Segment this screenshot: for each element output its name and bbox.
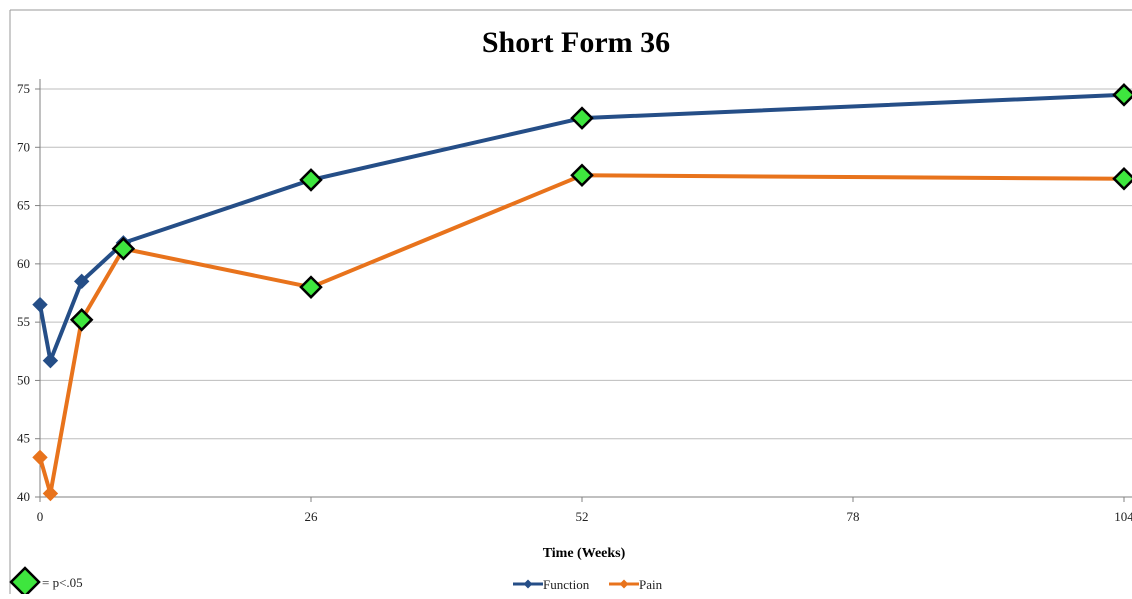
y-tick-label: 75	[17, 81, 30, 96]
x-tick-label: 52	[576, 509, 589, 524]
y-tick-label: 70	[17, 139, 30, 154]
y-tick-label: 65	[17, 198, 30, 213]
pain-data-point	[42, 485, 59, 502]
y-tick-label: 45	[17, 431, 30, 446]
function-data-point	[73, 273, 90, 290]
legend-pain-marker	[619, 579, 629, 589]
function-data-point-significant	[1112, 83, 1132, 107]
function-data-point	[42, 352, 59, 369]
legend-function-marker	[523, 579, 533, 589]
function-data-point	[32, 296, 48, 313]
pain-data-point-significant	[299, 275, 323, 299]
y-tick-label: 50	[17, 372, 30, 387]
function-data-point-significant	[570, 106, 594, 130]
pain-data-point-significant	[1112, 166, 1132, 191]
y-tick-label: 40	[17, 489, 30, 504]
significance-key-label: = p<.05	[42, 575, 83, 590]
legend: Function Pain	[513, 577, 663, 592]
legend-pain-label: Pain	[639, 577, 663, 592]
x-tick-label: 104	[1114, 509, 1132, 524]
function-data-point-significant	[299, 168, 323, 192]
pain-data-point-significant	[111, 236, 136, 261]
x-axis-title: Time (Weeks)	[543, 546, 626, 561]
significance-key: = p<.05	[9, 566, 83, 598]
x-tick-label: 0	[37, 509, 44, 524]
chart-title: Short Form 36	[482, 26, 670, 59]
legend-function-label: Function	[543, 577, 590, 592]
pain-data-point-significant	[69, 308, 94, 332]
pain-data-point	[32, 449, 48, 466]
y-tick-label: 55	[17, 314, 30, 329]
data-markers	[32, 83, 1132, 502]
axes: 40 45 50 55 60 65 70 75 0 26 52 78 104	[17, 79, 1132, 524]
x-tick-label: 78	[847, 509, 860, 524]
pain-data-point-significant	[570, 163, 594, 188]
x-tick-label: 26	[305, 509, 319, 524]
y-tick-label: 60	[17, 256, 30, 271]
